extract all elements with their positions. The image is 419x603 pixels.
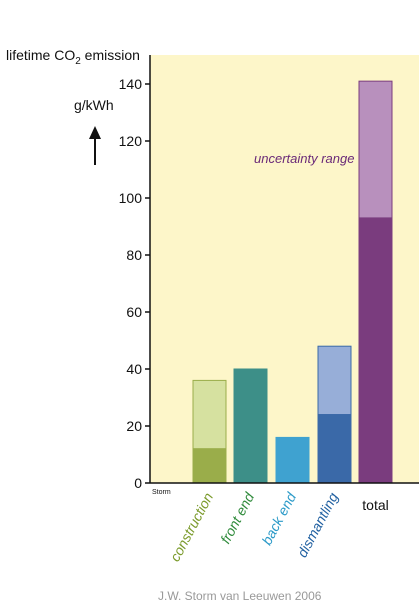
- y-tick-label: 100: [119, 190, 143, 206]
- bar-base-total: [358, 217, 393, 484]
- y-tick-label: 140: [119, 76, 143, 92]
- up-arrow-icon: [89, 126, 101, 165]
- credit-text: J.W. Storm van Leeuwen 2006: [158, 589, 322, 603]
- category-label: total: [362, 497, 388, 513]
- bar-base-construction: [192, 448, 227, 484]
- category-labels: construction front end back enddismantling…: [167, 489, 389, 564]
- bars-group: [192, 80, 393, 484]
- y-tick-label: 20: [126, 418, 142, 434]
- category-label: front end: [217, 489, 258, 546]
- category-label: construction: [167, 490, 217, 564]
- bar-base-front-end: [233, 368, 268, 484]
- chart-title: lifetime CO2 emission: [6, 47, 140, 67]
- bar-base-dismantling: [317, 414, 352, 484]
- bar-range-total: [358, 80, 393, 219]
- category-label: dismantling: [294, 490, 341, 560]
- y-tick-label: 120: [119, 133, 143, 149]
- bar-base-back-end: [275, 436, 310, 484]
- y-tick-label: 60: [126, 304, 142, 320]
- unit-label: g/kWh: [74, 97, 114, 113]
- uncertainty-range-annotation: uncertainty range: [254, 151, 354, 166]
- category-label: back end: [258, 489, 299, 548]
- y-tick-label: 40: [126, 361, 142, 377]
- origin-label: Storm: [152, 489, 171, 496]
- bar-range-dismantling: [317, 345, 352, 416]
- bar-range-construction: [192, 379, 227, 450]
- axes-group: 0 20 40 60 80 100 120 140: [119, 55, 419, 491]
- y-tick-label: 80: [126, 247, 142, 263]
- y-tick-label: 0: [134, 475, 142, 491]
